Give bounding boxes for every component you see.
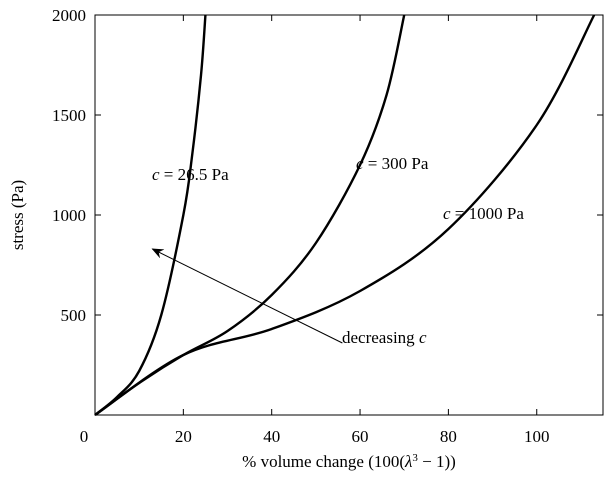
series-line-1	[94, 14, 406, 416]
series-line-2	[94, 14, 596, 416]
x-axis-label: % volume change (100(λ3 − 1))	[242, 452, 456, 471]
y-tick-label-1500: 1500	[52, 106, 86, 125]
x-tick-label-0: 0	[80, 427, 89, 446]
x-tick-label-60: 60	[352, 427, 369, 446]
x-tick-label-20: 20	[175, 427, 192, 446]
plot-frame	[94, 14, 604, 416]
y-tick-label-500: 500	[61, 306, 87, 325]
series-label-c-1000: c = 1000 Pa	[443, 204, 524, 223]
y-tick-label-1000: 1000	[52, 206, 86, 225]
series-label-c-26-5: c = 26.5 Pa	[152, 165, 229, 184]
annotation-decreasing-c: decreasing c	[342, 328, 427, 347]
y-axis-ticks: 500 1000 1500 2000	[52, 6, 603, 325]
y-axis-label: stress (Pa)	[8, 180, 27, 250]
x-tick-label-40: 40	[263, 427, 280, 446]
x-tick-label-80: 80	[440, 427, 457, 446]
x-axis-ticks: 0 20 40 60 80 100	[80, 15, 550, 446]
y-tick-label-2000: 2000	[52, 6, 86, 25]
x-tick-label-100: 100	[524, 427, 550, 446]
annotation-arrow	[151, 248, 343, 344]
series-line-0	[94, 14, 207, 416]
series-label-c-300: c = 300 Pa	[356, 154, 429, 173]
